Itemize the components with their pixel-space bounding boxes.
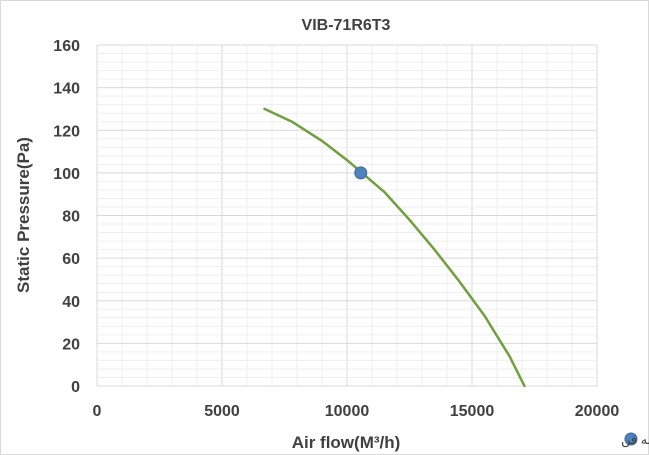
x-tick-labels: 0 5000 10000 15000 20000 [93,403,620,420]
y-tick-label: 140 [53,81,80,98]
y-tick-labels: 0 20 40 60 80 100 120 140 160 [53,38,80,396]
chart-title: VIB-71R6T3 [302,17,391,34]
y-tick-label: 80 [62,209,80,226]
legend-marker [624,432,638,446]
fan-curve-line [263,107,526,388]
y-tick-label: 0 [71,379,80,396]
series-layer [263,107,526,388]
x-tick-label: 10000 [325,403,370,420]
x-axis-label: Air flow(M³/h) [292,433,401,452]
legend: نقطه عملکرد بهینه فن [621,432,649,448]
y-tick-label: 20 [62,336,80,353]
y-axis-label: Static Pressure(Pa) [14,137,33,293]
grid [96,44,598,387]
y-tick-label: 100 [53,166,80,183]
y-tick-label: 40 [62,294,80,311]
x-tick-label: 5000 [204,403,240,420]
marker-layer [354,166,368,180]
y-tick-label: 160 [53,38,80,55]
y-tick-label: 120 [53,123,80,140]
x-tick-label: 0 [93,403,102,420]
legend-label: نقطه عملکرد بهینه فن [621,432,649,448]
y-tick-label: 60 [62,251,80,268]
x-tick-label: 15000 [450,403,495,420]
x-tick-label: 20000 [575,403,620,420]
optimal-point-marker [354,166,368,180]
